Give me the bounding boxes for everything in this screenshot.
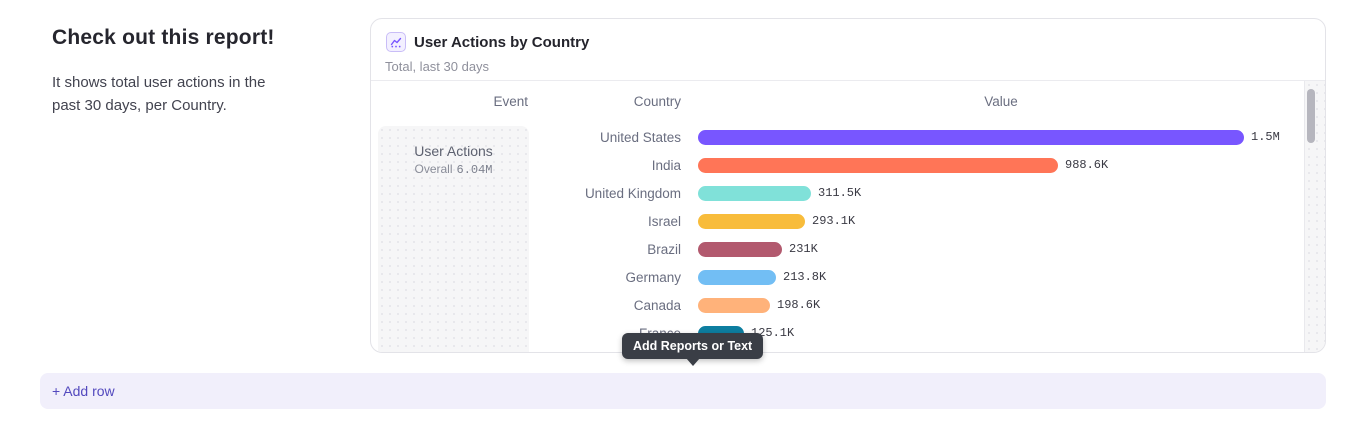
report-card[interactable]: User Actions by Country Total, last 30 d… — [370, 18, 1326, 353]
bar-segment[interactable] — [698, 297, 770, 313]
value-label: 198.6K — [777, 298, 821, 312]
add-row-label: + Add row — [52, 383, 115, 399]
bar-segment[interactable] — [698, 185, 811, 201]
value-label: 988.6K — [1065, 158, 1109, 172]
country-label: United States — [599, 129, 681, 145]
chart-row: Germany 213.8K — [371, 263, 1304, 291]
chart-row: Israel 293.1K — [371, 207, 1304, 235]
value-label: 1.5M — [1251, 130, 1280, 144]
chart-rows: United States 1.5M India 988.6K United Kingd… — [371, 123, 1304, 347]
intro-description: It shows total user actions in the past … — [52, 74, 266, 115]
scrollbar-thumb[interactable] — [1307, 89, 1315, 143]
overall-value: 6.04M — [456, 163, 493, 177]
event-name: User Actions — [414, 143, 493, 159]
intro-title: Check out this report! — [52, 26, 275, 49]
add-row-button[interactable]: + Add row — [40, 373, 1326, 409]
chart-row: Canada 198.6K — [371, 291, 1304, 319]
report-card-header: User Actions by Country Total, last 30 d… — [371, 19, 1325, 81]
chart-row: France125.1K — [371, 319, 1304, 347]
bar-segment[interactable] — [698, 241, 782, 257]
report-title: User Actions by Country — [414, 34, 590, 51]
bar-segment[interactable] — [698, 157, 1058, 173]
chart-row: United Kingdom 311.5K — [371, 179, 1304, 207]
tooltip-arrow-icon — [685, 358, 700, 366]
scrollbar-track[interactable] — [1304, 81, 1325, 352]
report-subtitle: Total, last 30 days — [385, 59, 490, 74]
country-label: India — [651, 157, 681, 173]
value-label: 231K — [789, 242, 818, 256]
country-label: Brazil — [647, 241, 681, 257]
insights-chart-icon — [386, 32, 406, 52]
bar-segment[interactable] — [698, 269, 776, 285]
chart-row: United States 1.5M — [371, 123, 1304, 151]
event-overall: Overall 6.04M — [378, 162, 529, 177]
country-label: United Kingdom — [584, 185, 681, 201]
country-label: Germany — [625, 269, 681, 285]
country-label: Canada — [633, 297, 681, 313]
chart-row: Brazil 231K — [371, 235, 1304, 263]
text-block[interactable]: Check out this report! It shows total us… — [52, 26, 302, 118]
add-reports-tooltip: Add Reports or Text — [622, 333, 764, 366]
bar-segment[interactable] — [698, 129, 1244, 145]
event-panel[interactable]: User Actions Overall 6.04M — [378, 126, 529, 352]
column-header-country: Country — [633, 94, 681, 109]
chart-row: India 988.6K — [371, 151, 1304, 179]
tooltip-label: Add Reports or Text — [633, 339, 753, 353]
bar-segment[interactable] — [698, 213, 805, 229]
column-header-event: Event — [493, 94, 528, 109]
value-label: 293.1K — [812, 214, 856, 228]
country-label: Israel — [647, 213, 681, 229]
overall-label: Overall — [414, 162, 453, 176]
value-label: 213.8K — [783, 270, 827, 284]
value-label: 311.5K — [818, 186, 862, 200]
column-header-value: Value — [984, 94, 1018, 109]
report-chart-area: Event Country Value User Actions Overall… — [371, 81, 1325, 352]
